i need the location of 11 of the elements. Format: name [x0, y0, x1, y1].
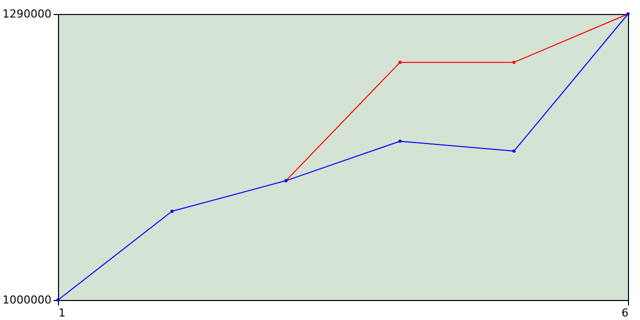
line-series — [56, 12, 630, 302]
point — [398, 60, 402, 64]
x-tick-label: 6 — [622, 306, 628, 320]
point — [56, 298, 60, 302]
point — [398, 140, 402, 143]
x-tick-label: 1 — [58, 306, 66, 320]
point — [512, 150, 516, 153]
point — [170, 210, 174, 213]
y-tick-label: 1000000 — [2, 294, 52, 306]
y-tick-label: 1290000 — [2, 8, 52, 20]
point — [512, 60, 516, 64]
